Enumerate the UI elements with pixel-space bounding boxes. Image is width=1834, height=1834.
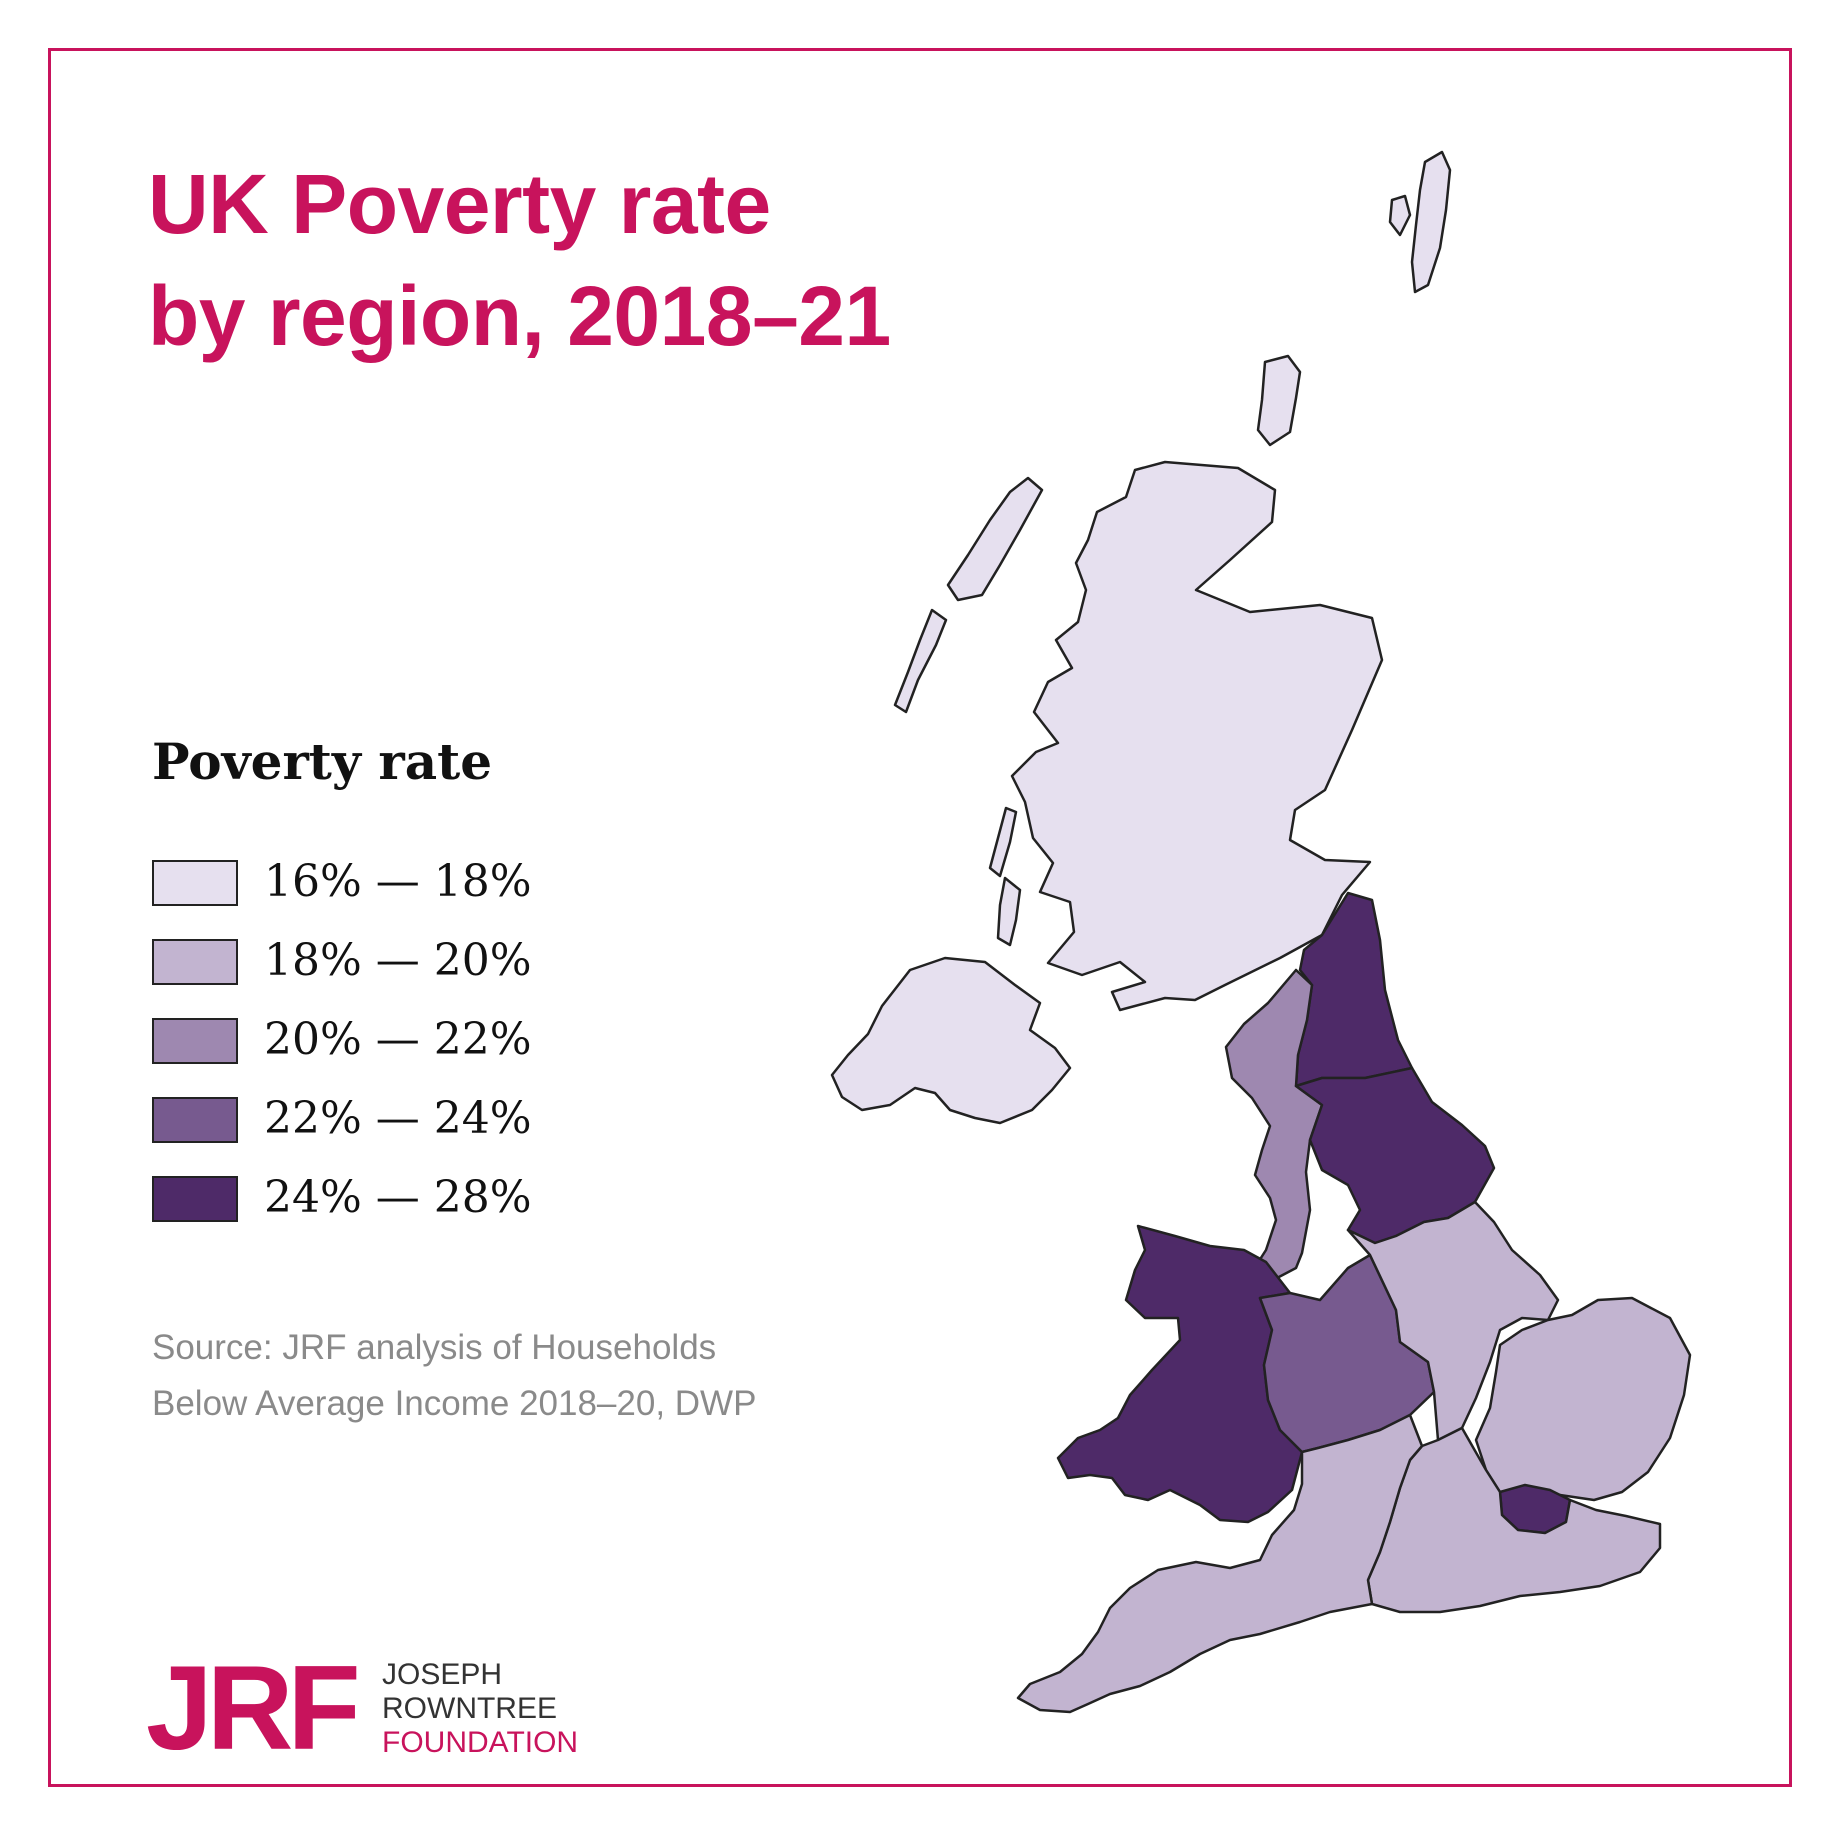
legend-swatch (152, 1018, 238, 1064)
legend-item: 16% — 18% (152, 856, 612, 912)
logo-word-2: ROWNTREE (382, 1692, 557, 1725)
region-scotland-part-2 (893, 608, 948, 714)
region-scotland-part-6 (1410, 150, 1452, 294)
region-scotland-part-1 (946, 476, 1044, 602)
chart-title: UK Poverty rate by region, 2018–21 (148, 148, 891, 372)
logo-wordmark: JOSEPH ROWNTREE FOUNDATION (382, 1658, 578, 1760)
logo-word-1: JOSEPH (382, 1658, 503, 1691)
region-east-midlands (1346, 1200, 1560, 1442)
legend-swatch (152, 860, 238, 906)
legend-item: 18% — 20% (152, 935, 612, 991)
legend-label: 18% — 20% (264, 935, 532, 986)
legend-item: 20% — 22% (152, 1014, 612, 1070)
legend-item: 24% — 28% (152, 1172, 612, 1228)
title-line-2: by region, 2018–21 (148, 269, 891, 363)
region-scotland-part-4 (996, 876, 1022, 947)
region-south-west (1016, 1413, 1424, 1714)
page-frame (48, 48, 1792, 1787)
source-line-2: Below Average Income 2018–20, DWP (152, 1384, 757, 1423)
logo-mark: JRF (146, 1641, 361, 1775)
title-line-1: UK Poverty rate (148, 157, 771, 251)
region-scotland-part-3 (988, 806, 1018, 878)
source-note: Source: JRF analysis of Households Below… (152, 1320, 912, 1432)
region-scotland-part-7 (1388, 194, 1412, 237)
legend-swatch (152, 1097, 238, 1143)
logo-word-3: FOUNDATION (382, 1726, 579, 1759)
legend-swatch (152, 1176, 238, 1222)
legend-label: 16% — 18% (264, 856, 532, 907)
legend-swatch (152, 939, 238, 985)
region-north-west (1224, 968, 1324, 1290)
region-scotland (1010, 460, 1384, 1012)
region-northern-ireland (830, 956, 1072, 1125)
legend-label: 24% — 28% (264, 1172, 532, 1223)
legend-label: 20% — 22% (264, 1014, 532, 1065)
source-line-1: Source: JRF analysis of Households (152, 1328, 717, 1367)
region-scotland-part-5 (1256, 354, 1302, 447)
legend-heading: Poverty rate (152, 732, 493, 791)
legend-label: 22% — 24% (264, 1093, 532, 1144)
region-east-of-england (1474, 1296, 1692, 1502)
legend-item: 22% — 24% (152, 1093, 612, 1149)
